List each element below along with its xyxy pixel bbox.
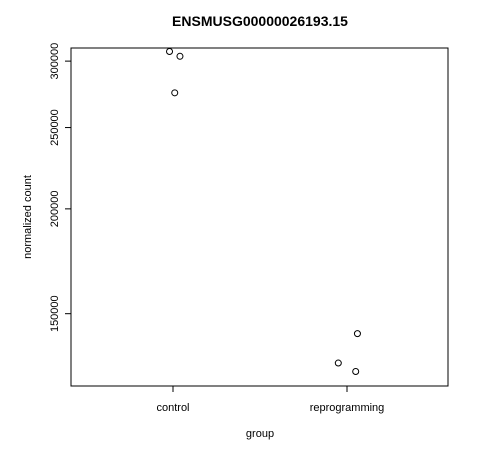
x-tick-label: reprogramming: [310, 402, 385, 414]
y-tick-label: 150000: [49, 295, 61, 332]
y-tick-label: 300000: [49, 43, 61, 80]
y-tick-label: 250000: [49, 109, 61, 146]
data-points: [166, 48, 361, 375]
data-point: [166, 48, 174, 56]
data-point: [334, 359, 342, 367]
data-point: [352, 367, 360, 375]
data-point: [176, 52, 184, 60]
y-axis: 150000 200000 250000 300000: [49, 43, 72, 332]
y-tick-label: 200000: [49, 191, 61, 228]
plot-frame: [70, 47, 449, 387]
x-tick-label: control: [156, 402, 189, 414]
data-point: [353, 330, 361, 338]
y-axis-label: normalized count: [22, 175, 34, 259]
chart-title: ENSMUSG00000026193.15: [172, 13, 348, 29]
data-point: [171, 89, 179, 97]
x-axis-label: group: [246, 428, 274, 440]
x-axis: control reprogramming: [156, 386, 384, 414]
